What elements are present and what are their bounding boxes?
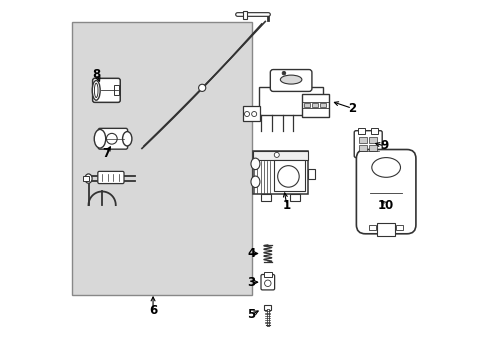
Bar — [368, 225, 375, 230]
Bar — [370, 128, 378, 134]
Ellipse shape — [94, 83, 98, 98]
Bar — [395, 225, 403, 230]
Ellipse shape — [250, 176, 260, 188]
FancyBboxPatch shape — [356, 149, 415, 234]
Bar — [307, 168, 315, 179]
Bar — [359, 145, 366, 151]
Ellipse shape — [122, 132, 132, 146]
Circle shape — [282, 71, 285, 75]
Bar — [359, 137, 366, 143]
FancyBboxPatch shape — [92, 78, 120, 102]
Text: 5: 5 — [247, 308, 255, 321]
Bar — [258, 87, 323, 116]
Bar — [252, 151, 307, 194]
Ellipse shape — [280, 75, 301, 84]
Bar — [376, 223, 394, 235]
Bar — [320, 103, 325, 107]
Ellipse shape — [92, 81, 100, 100]
FancyBboxPatch shape — [270, 69, 311, 91]
Bar — [263, 273, 271, 276]
FancyBboxPatch shape — [98, 171, 124, 184]
Text: 7: 7 — [102, 147, 110, 159]
Bar — [303, 103, 309, 107]
Bar — [72, 22, 251, 295]
Bar — [368, 137, 376, 143]
Ellipse shape — [85, 174, 92, 183]
Bar — [357, 128, 365, 134]
Ellipse shape — [371, 158, 400, 177]
Bar — [242, 12, 246, 19]
Bar — [114, 85, 119, 95]
Text: 3: 3 — [247, 276, 255, 289]
Bar — [274, 160, 304, 192]
Text: 2: 2 — [347, 102, 355, 115]
Bar — [368, 145, 376, 151]
FancyBboxPatch shape — [261, 274, 274, 290]
Circle shape — [106, 134, 117, 144]
Text: 8: 8 — [92, 68, 101, 81]
Bar — [252, 151, 307, 160]
FancyBboxPatch shape — [98, 129, 127, 149]
Circle shape — [251, 112, 256, 117]
Bar — [83, 176, 88, 181]
Bar — [242, 107, 260, 121]
Circle shape — [277, 166, 299, 187]
Text: 1: 1 — [282, 199, 290, 212]
Text: 9: 9 — [380, 139, 387, 152]
Bar — [289, 194, 299, 201]
Circle shape — [244, 112, 249, 117]
Bar — [264, 305, 271, 310]
FancyBboxPatch shape — [353, 131, 382, 158]
Circle shape — [198, 84, 205, 91]
Circle shape — [264, 280, 270, 287]
Ellipse shape — [250, 158, 260, 170]
Bar — [311, 103, 317, 107]
Text: 4: 4 — [247, 247, 255, 260]
Text: 6: 6 — [149, 305, 157, 318]
Text: 10: 10 — [377, 199, 393, 212]
Circle shape — [274, 152, 279, 157]
Bar — [261, 194, 270, 201]
Ellipse shape — [94, 130, 105, 148]
Bar — [301, 94, 328, 117]
